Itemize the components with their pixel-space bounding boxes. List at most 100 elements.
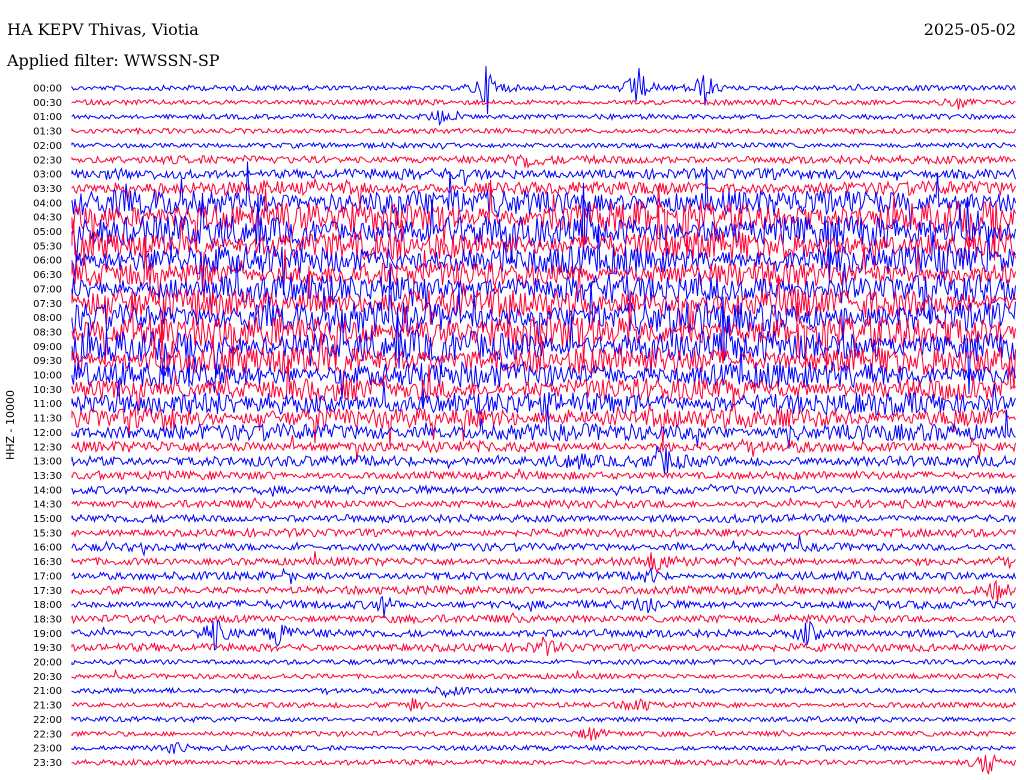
row-time-label: 16:30 (33, 557, 62, 568)
row-time-label: 14:00 (33, 485, 62, 496)
trace-line (71, 97, 1016, 110)
row-time-label: 10:00 (33, 371, 62, 382)
trace-line (71, 379, 1016, 416)
trace-line (71, 715, 1016, 725)
trace-line (71, 579, 1016, 603)
trace-line (71, 141, 1016, 150)
trace-line (71, 204, 1016, 280)
trace-line (71, 567, 1016, 585)
trace-line (71, 404, 1016, 449)
row-time-label: 18:00 (33, 600, 62, 611)
row-time-label: 06:00 (33, 256, 62, 267)
tick-label-group: 00:00 00:30 01:00 01:30 02:00 02:30 03:00 03:30… (33, 84, 62, 769)
trace-line (71, 685, 1016, 699)
row-time-label: 19:00 (33, 629, 62, 640)
trace-line (71, 697, 1016, 712)
trace-line (71, 265, 1016, 346)
filter-label: Applied filter: WWSSN-SP (7, 51, 220, 70)
row-time-label: 15:00 (33, 514, 62, 525)
trace-line (71, 551, 1016, 574)
trace-line (71, 346, 1016, 406)
row-time-label: 16:00 (33, 543, 62, 554)
row-time-label: 05:00 (33, 227, 62, 238)
trace-line (71, 496, 1016, 510)
row-time-label: 01:00 (33, 112, 62, 123)
trace-line (71, 611, 1016, 625)
trace-line (71, 257, 1016, 325)
row-time-label: 03:00 (33, 170, 62, 181)
row-time-label: 23:00 (33, 744, 62, 755)
trace-line (71, 110, 1016, 127)
trace-line (71, 753, 1016, 775)
trace-line (71, 354, 1016, 416)
row-time-label: 13:30 (33, 471, 62, 482)
trace-line (71, 393, 1016, 447)
row-time-label: 01:30 (33, 127, 62, 138)
trace-line (71, 596, 1016, 618)
trace-line (71, 234, 1016, 305)
row-time-label: 23:30 (33, 758, 62, 769)
row-time-label: 19:30 (33, 643, 62, 654)
row-time-label: 04:30 (33, 213, 62, 224)
row-time-label: 05:30 (33, 241, 62, 252)
row-time-label: 02:30 (33, 155, 62, 166)
trace-line (71, 179, 1016, 261)
trace-line (71, 657, 1016, 666)
row-time-label: 18:30 (33, 614, 62, 625)
row-time-label: 21:00 (33, 686, 62, 697)
row-time-label: 11:30 (33, 414, 62, 425)
row-time-label: 10:30 (33, 385, 62, 396)
row-time-label: 14:30 (33, 500, 62, 511)
row-time-label: 17:00 (33, 571, 62, 582)
row-time-label: 04:00 (33, 198, 62, 209)
trace-line (71, 445, 1016, 474)
row-time-label: 22:00 (33, 715, 62, 726)
row-time-label: 20:30 (33, 672, 62, 683)
trace-line (71, 127, 1016, 136)
trace-line (71, 177, 1016, 208)
trace-line (71, 161, 1016, 230)
trace-line (71, 742, 1016, 754)
row-time-label: 08:00 (33, 313, 62, 324)
row-time-label: 00:00 (33, 84, 62, 95)
row-time-label: 00:30 (33, 98, 62, 109)
trace-line (71, 66, 1016, 115)
row-time-label: 02:00 (33, 141, 62, 152)
row-time-label: 12:00 (33, 428, 62, 439)
row-time-label: 03:30 (33, 184, 62, 195)
station-title: HA KEPV Thivas, Viotia (7, 20, 199, 39)
trace-line (71, 636, 1016, 656)
trace-line (71, 435, 1016, 461)
row-time-label: 09:30 (33, 356, 62, 367)
row-time-label: 09:00 (33, 342, 62, 353)
trace-line (71, 167, 1016, 187)
row-time-label: 15:30 (33, 528, 62, 539)
row-time-label: 17:30 (33, 586, 62, 597)
trace-line (71, 727, 1016, 741)
trace-line (71, 527, 1016, 539)
trace-line (71, 483, 1016, 497)
row-time-label: 21:30 (33, 701, 62, 712)
date-label: 2025-05-02 (923, 20, 1016, 39)
row-time-label: 13:00 (33, 457, 62, 468)
trace-line (71, 182, 1016, 283)
row-time-label: 07:00 (33, 284, 62, 295)
row-time-label: 08:30 (33, 327, 62, 338)
row-time-label: 11:00 (33, 399, 62, 410)
trace-line (71, 467, 1016, 482)
row-time-label: 22:30 (33, 729, 62, 740)
row-time-label: 06:30 (33, 270, 62, 281)
trace-line (71, 620, 1016, 651)
trace-line (71, 226, 1016, 296)
row-time-label: 07:30 (33, 299, 62, 310)
row-time-label: 12:30 (33, 442, 62, 453)
trace-line (71, 153, 1016, 170)
trace-line (71, 512, 1016, 524)
trace-line (71, 290, 1016, 374)
row-time-label: 20:00 (33, 658, 62, 669)
trace-line (71, 535, 1016, 557)
trace-group (71, 66, 1016, 775)
trace-line (71, 262, 1016, 348)
y-axis-label: HHZ - 10000 (4, 390, 17, 460)
